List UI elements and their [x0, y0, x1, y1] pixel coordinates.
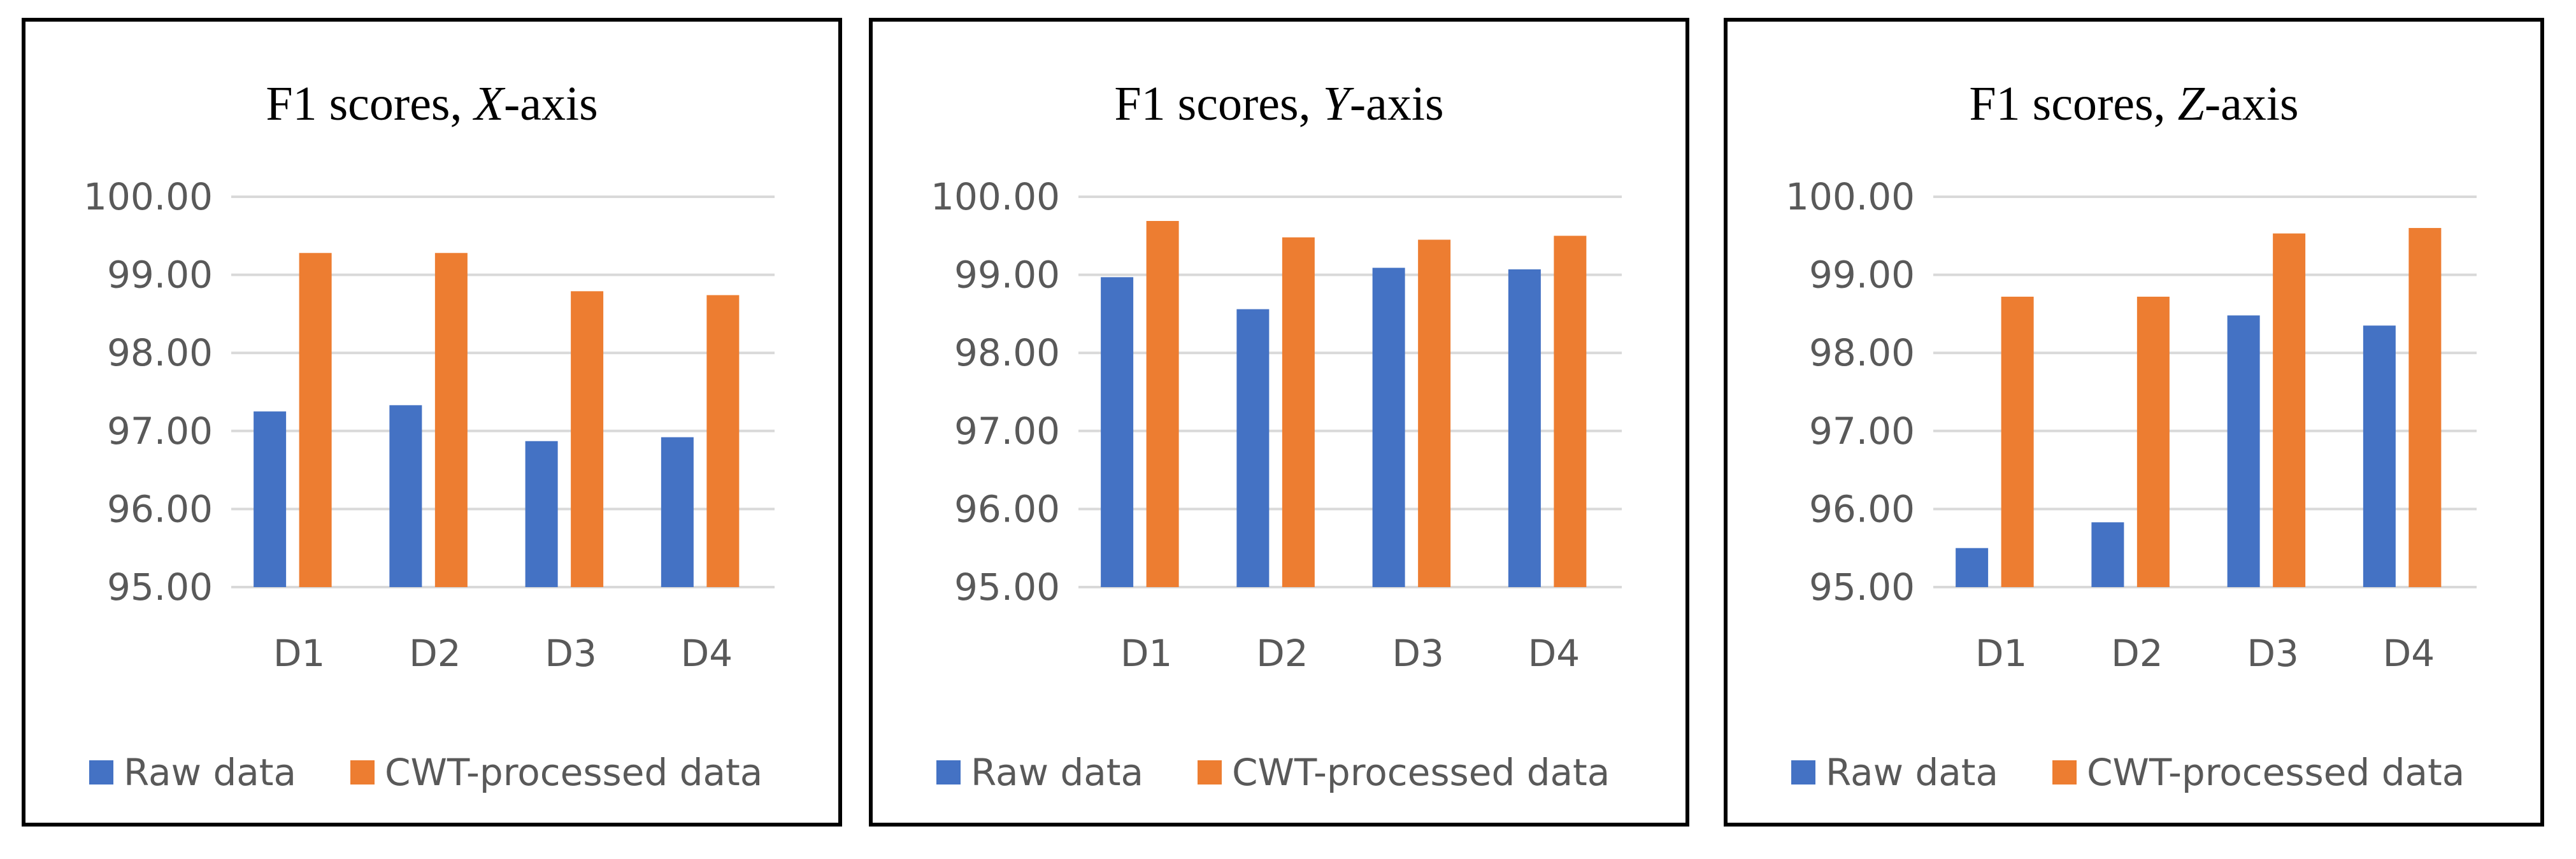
y-tick-label: 96.00 [107, 487, 213, 530]
bar-cwt-d4 [2408, 228, 2442, 587]
chart-title-axis-letter: Z [2178, 77, 2205, 131]
y-tick-label: 100.00 [1785, 175, 1915, 218]
x-category-label: D2 [409, 632, 461, 675]
y-tick-label: 98.00 [107, 331, 213, 374]
bar-cwt-d2 [434, 253, 468, 588]
y-tick-label: 100.00 [931, 175, 1060, 218]
chart-panel-x-axis: F1 scores, X-axis 95.00 96.00 97.00 98.00 99.… [22, 18, 842, 827]
legend-label-raw: Raw data [124, 751, 296, 794]
x-category-label: D1 [1975, 632, 2028, 675]
bar-raw-d1 [1956, 548, 1989, 587]
x-category-label: D1 [1120, 632, 1173, 675]
legend-swatch-cwt [1198, 760, 1222, 784]
bar-raw-d2 [1236, 309, 1270, 587]
bar-raw-d4 [2363, 325, 2396, 587]
bar-cwt-d4 [706, 295, 740, 587]
bar-raw-d4 [1508, 269, 1541, 587]
legend-label-cwt: CWT-processed data [385, 751, 762, 794]
legend-swatch-raw [1791, 760, 1815, 784]
y-tick-label: 98.00 [1809, 331, 1915, 374]
chart-title: F1 scores, X-axis [266, 77, 597, 131]
y-tick-label: 99.00 [954, 253, 1060, 297]
chart-title-suffix: -axis [504, 77, 598, 131]
bar-cwt-d1 [2001, 296, 2034, 587]
y-tick-label: 95.00 [954, 565, 1060, 609]
chart-title-suffix: -axis [1350, 77, 1444, 131]
chart-title-suffix: -axis [2205, 77, 2299, 131]
x-category-label: D4 [1528, 632, 1580, 675]
y-tick-label: 95.00 [107, 565, 213, 609]
x-category-label: D1 [273, 632, 326, 675]
legend-swatch-cwt [2052, 760, 2077, 784]
bar-cwt-d1 [1146, 221, 1179, 588]
x-category-label: D3 [545, 632, 597, 675]
x-category-label: D2 [1256, 632, 1308, 675]
legend-label-cwt: CWT-processed data [2087, 751, 2465, 794]
bar-raw-d2 [2091, 522, 2124, 587]
chart-z-axis: F1 scores, Z-axis 95.00 96.00 97.00 98.00 99.… [1785, 77, 2477, 794]
legend-swatch-cwt [350, 760, 375, 784]
bar-raw-d4 [661, 437, 694, 587]
legend-label-raw: Raw data [971, 751, 1143, 794]
chart-title: F1 scores, Y-axis [1114, 77, 1443, 131]
bar-cwt-d3 [1418, 239, 1451, 587]
bar-cwt-d2 [2136, 296, 2170, 587]
x-category-label: D4 [681, 632, 733, 675]
y-tick-label: 99.00 [107, 253, 213, 297]
chart-title-prefix: F1 scores, [1969, 77, 2177, 131]
y-tick-label: 96.00 [1809, 487, 1915, 530]
bar-cwt-d3 [2273, 233, 2306, 587]
x-category-label: D3 [1392, 632, 1444, 675]
bar-raw-d1 [1101, 277, 1134, 587]
legend-label-raw: Raw data [1826, 751, 1998, 794]
y-tick-label: 95.00 [1809, 565, 1915, 609]
chart-title-prefix: F1 scores, [1114, 77, 1322, 131]
y-tick-label: 97.00 [954, 409, 1060, 453]
bar-cwt-d2 [1282, 237, 1315, 587]
chart-title-axis-letter: Y [1323, 77, 1355, 131]
bar-raw-d2 [389, 405, 422, 587]
x-category-label: D4 [2383, 632, 2435, 675]
chart-title: F1 scores, Z-axis [1969, 77, 2298, 131]
bar-cwt-d3 [571, 291, 604, 587]
bar-raw-d1 [254, 411, 287, 587]
x-category-label: D3 [2247, 632, 2299, 675]
bar-cwt-d4 [1554, 236, 1587, 587]
y-tick-label: 97.00 [1809, 409, 1915, 453]
y-tick-label: 99.00 [1809, 253, 1915, 297]
chart-x-axis: F1 scores, X-axis 95.00 96.00 97.00 98.00 99.… [83, 77, 775, 794]
chart-y-axis: F1 scores, Y-axis 95.00 96.00 97.00 98.00 99.… [931, 77, 1622, 794]
bar-cwt-d1 [299, 253, 332, 588]
chart-title-prefix: F1 scores, [266, 77, 474, 131]
y-tick-label: 96.00 [954, 487, 1060, 530]
chart-panel-y-axis: F1 scores, Y-axis 95.00 96.00 97.00 98.00 99.… [869, 18, 1689, 827]
y-tick-label: 100.00 [83, 175, 213, 218]
legend-swatch-raw [89, 760, 113, 784]
legend-label-cwt: CWT-processed data [1232, 751, 1610, 794]
legend-swatch-raw [936, 760, 961, 784]
bar-raw-d3 [525, 441, 558, 587]
chart-title-axis-letter: X [473, 77, 506, 131]
x-category-label: D2 [2111, 632, 2163, 675]
bar-raw-d3 [1372, 267, 1405, 587]
y-tick-label: 97.00 [107, 409, 213, 453]
bar-raw-d3 [2227, 315, 2260, 587]
y-tick-label: 98.00 [954, 331, 1060, 374]
chart-panel-z-axis: F1 scores, Z-axis 95.00 96.00 97.00 98.00 99.… [1724, 18, 2544, 827]
